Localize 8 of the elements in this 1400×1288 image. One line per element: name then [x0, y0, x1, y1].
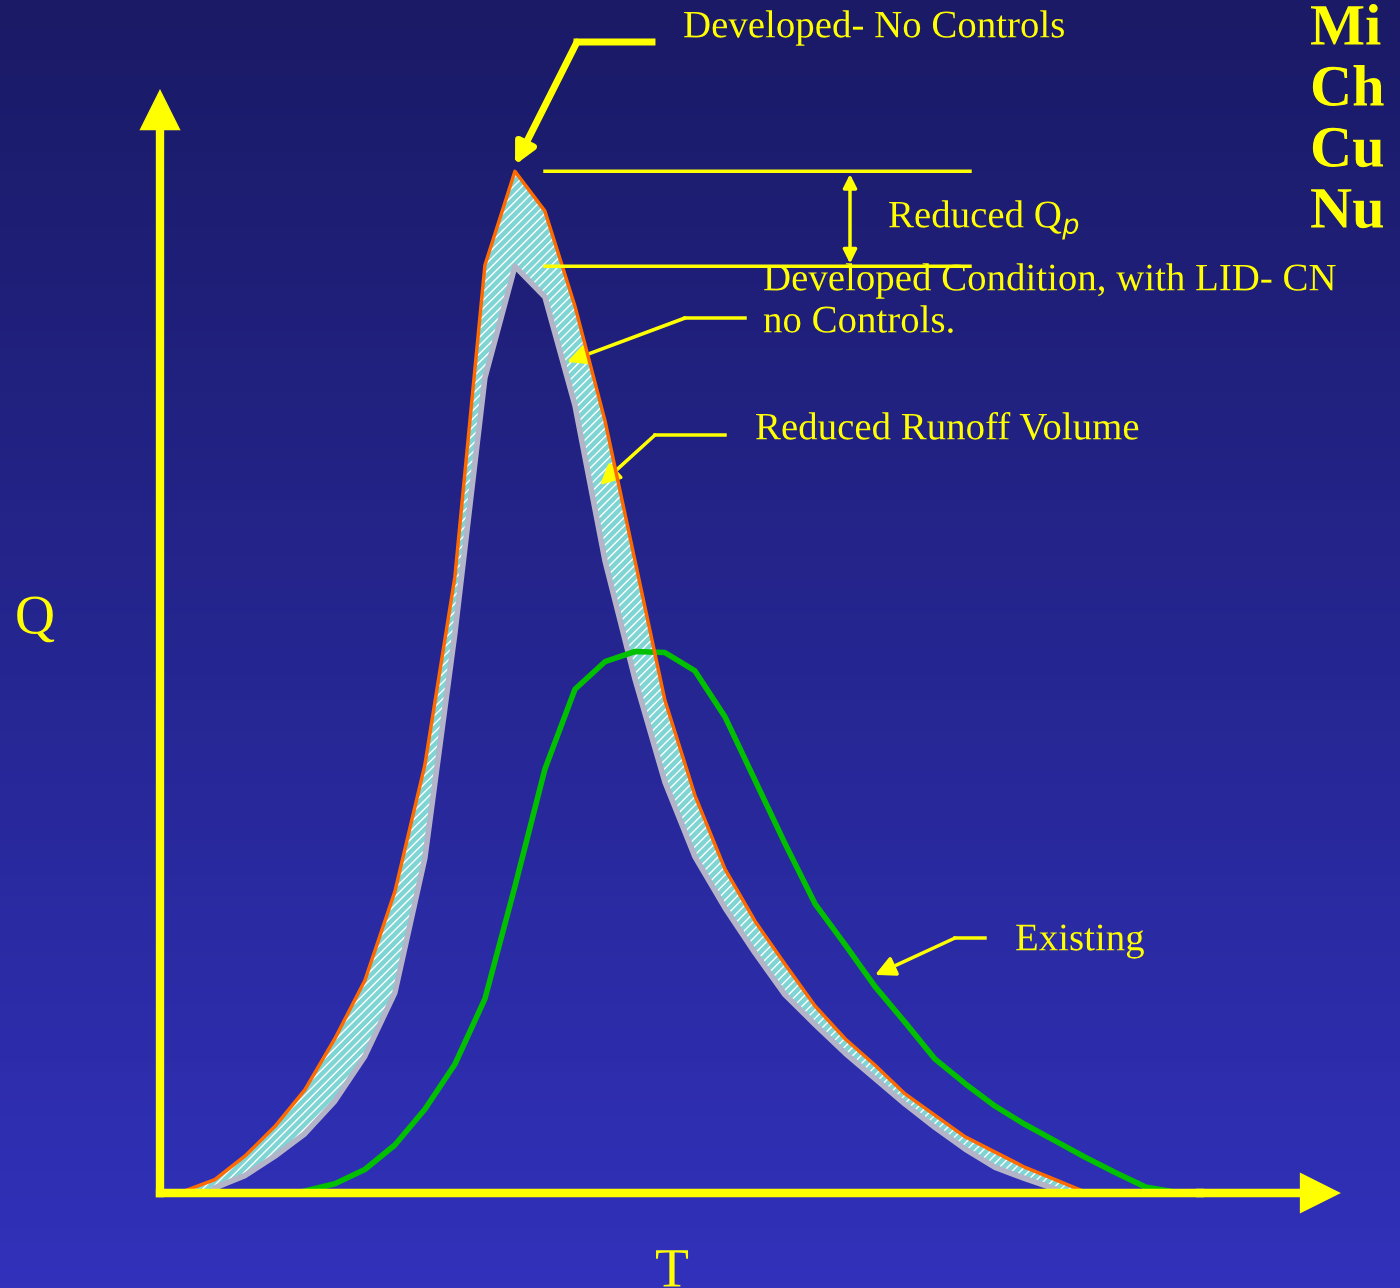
text: Mi Ch Cu Nu	[1310, 4, 1384, 229]
annotation: Existing	[1016, 924, 1144, 959]
annotation: Reduced Runoff Volume	[756, 411, 1139, 440]
annotation: Reduced Q$_{p}$	[889, 200, 1079, 240]
text: Developed- No Controls	[684, 10, 1064, 46]
x-axis-title: T	[656, 1250, 689, 1287]
y-axis-title: Q	[17, 596, 55, 643]
annotation: Developed Condition, with LID- CN no Controls.	[763, 263, 1336, 333]
